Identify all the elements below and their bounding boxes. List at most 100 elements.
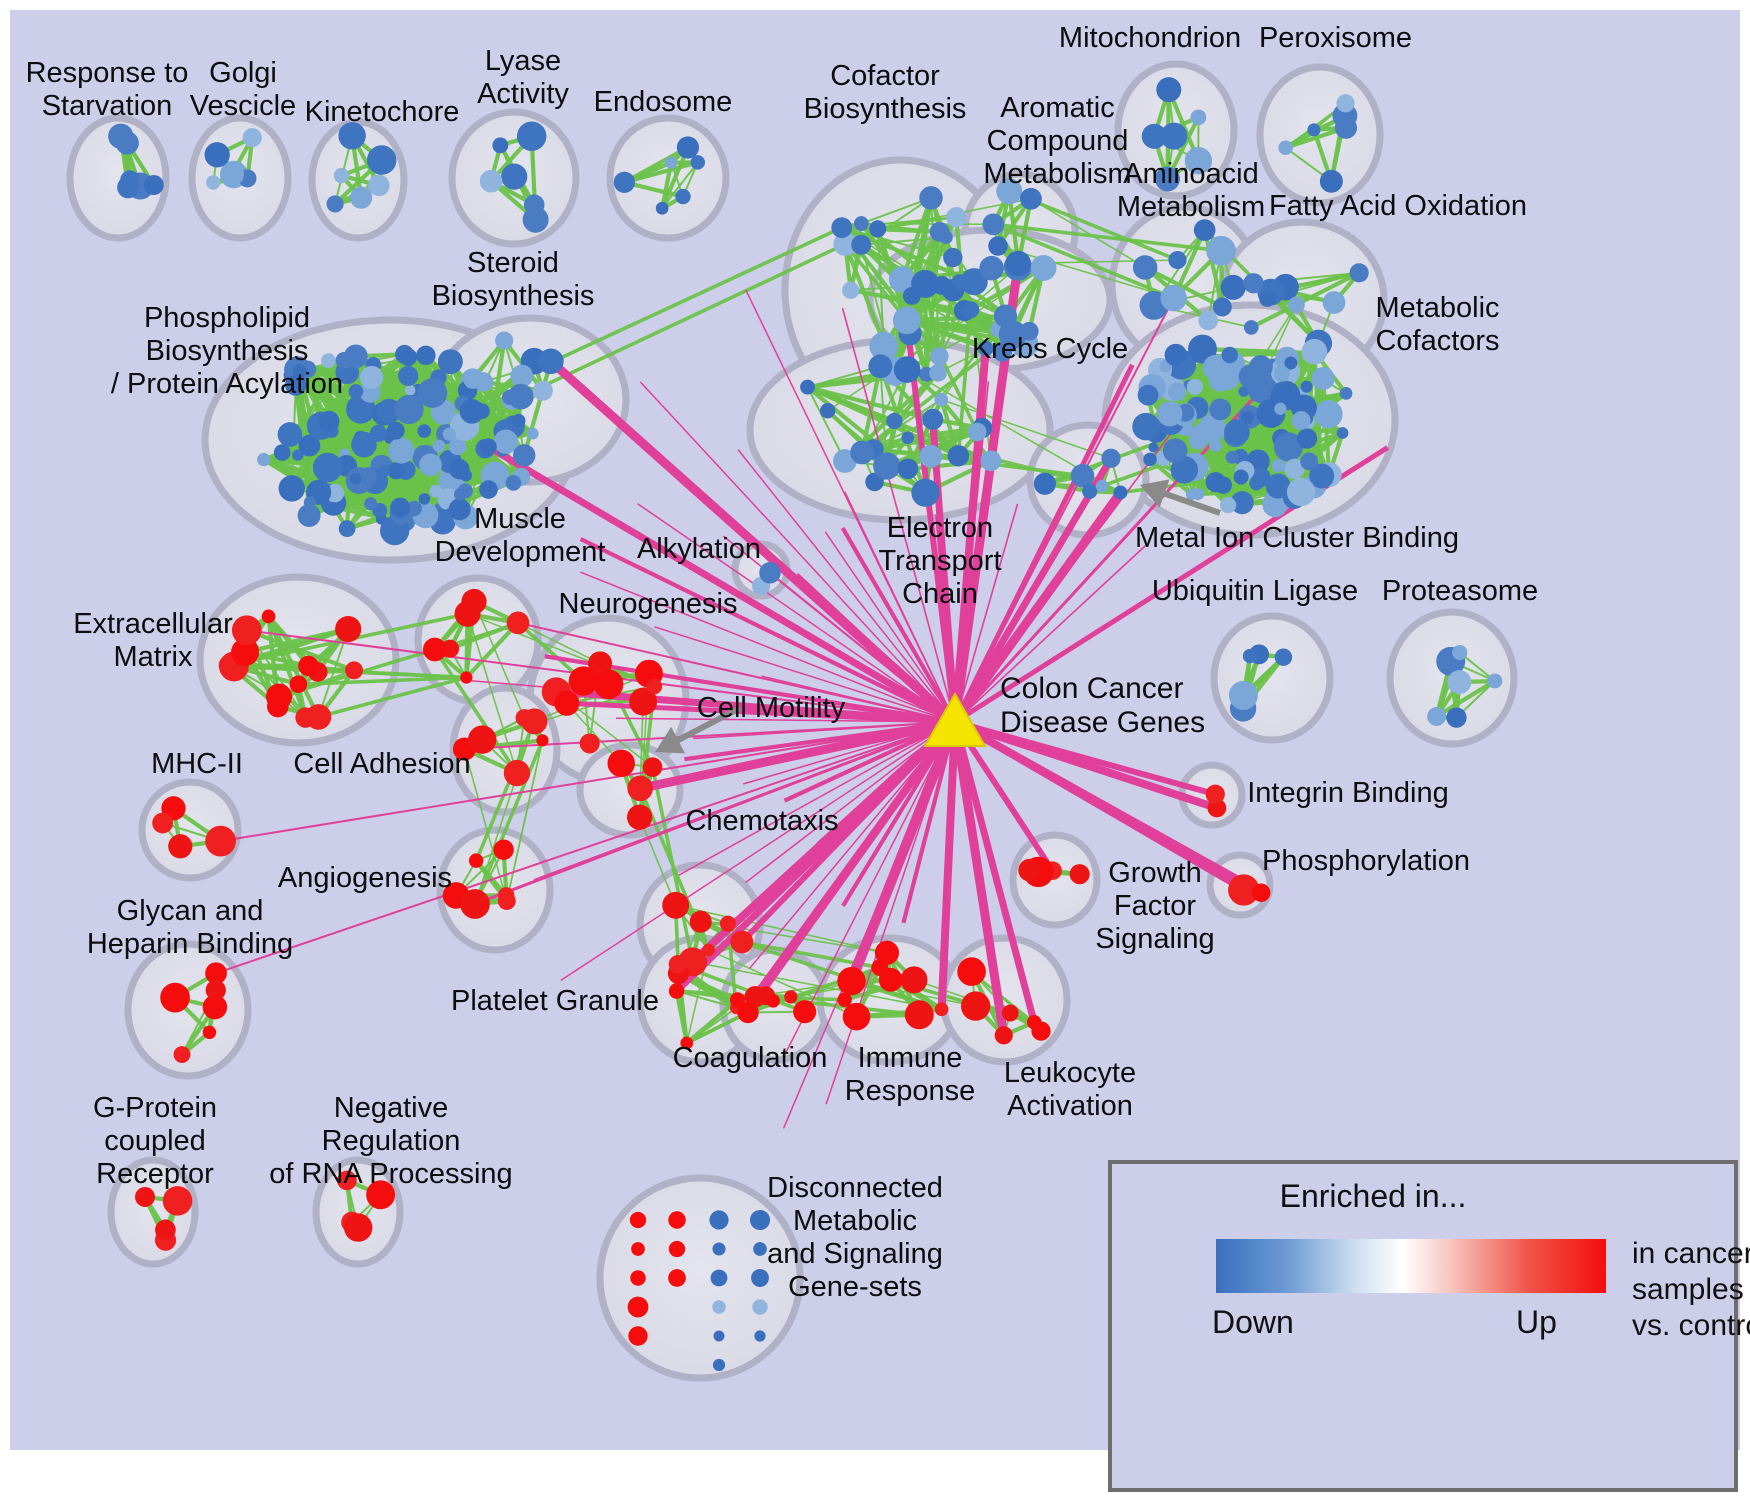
callout-arrow-shaft-metal-ion-arrow [1163,490,1221,516]
gene-set-node [1220,274,1246,300]
gene-set-node [878,967,903,992]
gene-set-node [338,122,366,150]
gene-set-node [1155,166,1180,192]
gene-set-node [419,453,442,477]
gene-set-node [448,437,467,456]
gene-set-node [939,230,953,244]
hub-node[interactable] [923,691,987,747]
gene-set-node [1205,472,1226,493]
cluster-label-phospholipid-biosynthesis: Phospholipid Biosynthesis / Protein Acyl… [110,302,344,400]
gene-set-node [460,671,473,684]
disease-gene-edge-moderate [693,721,956,740]
gene-set-node [568,666,599,696]
gene-set-node [930,347,949,366]
gene-set-node [1307,123,1321,137]
gene-set-node [387,462,405,480]
colon-cancer-hub-triangle[interactable] [923,691,987,747]
gene-set-node [479,480,498,499]
gene-set-node [277,422,303,447]
gene-set-node [646,678,663,695]
disconnected-node [709,1210,729,1230]
gene-set-node [1160,122,1188,150]
gene-set-node [1339,387,1353,400]
gene-set-node [516,121,547,152]
gene-set-node [1143,452,1157,467]
gene-set-node [278,475,305,502]
gene-set-node [468,853,484,868]
gene-set-node [1206,235,1236,266]
cluster-label-fatty-acid-oxidation: Fatty Acid Oxidation [1269,190,1527,222]
gene-set-node [994,1026,1013,1045]
gene-set-node [1273,432,1304,462]
gene-set-node [155,1219,176,1241]
gene-set-node [1148,442,1159,453]
gene-set-node [629,687,658,716]
disease-gene-edge-moderate [533,721,956,881]
cluster-label-ubiquitin-ligase: Ubiquitin Ligase [1151,575,1359,607]
gene-set-node [364,497,378,511]
gene-set-node [460,889,490,919]
gene-set-node [135,1186,156,1207]
gene-set-node [1101,448,1121,468]
inter-cluster-overlap-edge [467,613,655,688]
gene-set-node [297,503,321,527]
gene-set-node [1278,140,1293,155]
overlap-edge [1250,270,1361,330]
disease-gene-edge-moderate [637,503,956,723]
disconnected-node [668,1269,686,1287]
inter-cluster-overlap-edge [433,648,519,775]
inter-cluster-overlap-edge [755,994,920,1017]
gene-set-node [1019,321,1039,341]
gene-set-node [1205,784,1225,804]
gene-set-node [655,201,669,215]
gene-set-node [662,891,690,919]
gene-set-node [1427,707,1447,726]
disease-gene-edge-moderate [833,721,956,892]
gene-set-node [1160,284,1187,312]
gene-set-node [459,399,485,424]
gene-set-node [257,452,271,467]
gene-set-node [386,421,405,440]
gene-set-node [503,759,531,787]
inter-cluster-overlap-edge [906,315,1006,371]
gene-set-node [505,475,522,491]
gene-set-node [951,274,967,290]
gene-set-node [261,609,276,624]
disease-gene-edge-moderate [824,531,956,723]
inter-cluster-overlap-edge [298,675,467,687]
cluster-label-glycan-and-heparin-binding: Glycan and Heparin Binding [86,895,294,960]
cluster-label-endosome: Endosome [593,86,733,118]
disease-gene-edge-moderate [684,719,956,762]
cluster-label-chemotaxis: Chemotaxis [685,805,839,837]
gene-set-node [874,940,900,965]
gene-set-node [873,452,901,480]
overlap-edge [861,236,947,246]
inter-cluster-overlap-edge [506,740,544,902]
gene-set-node [492,137,509,154]
gene-set-node [202,994,228,1020]
inter-cluster-overlap-edge [685,1010,749,1045]
gene-set-node [1273,365,1290,382]
gene-set-node [399,348,418,367]
disease-gene-edge-moderate [825,721,956,1105]
disease-gene-edge-moderate [694,721,956,779]
gene-set-node [1319,169,1343,193]
gene-set-node [173,1046,191,1063]
gene-set-node [1300,452,1319,471]
gene-set-node [1274,402,1287,415]
inter-cluster-overlap-edge [675,904,888,954]
gene-set-node [351,431,377,458]
gene-set-node [350,186,373,209]
disease-gene-edge-moderate [784,721,956,1055]
cluster-label-extracellular-matrix: Extracellular Matrix [73,608,233,673]
gene-set-node [833,232,858,256]
gene-set-node [1228,874,1260,906]
disconnected-node [628,1326,648,1346]
gene-set-node [737,1001,759,1024]
gene-set-node [338,520,356,538]
overlap-edge [859,365,883,453]
gene-set-node [1446,707,1467,728]
cluster-label-lyase-activity: Lyase Activity [477,45,569,110]
gene-set-node [996,178,1023,205]
gene-set-node [1265,473,1291,499]
